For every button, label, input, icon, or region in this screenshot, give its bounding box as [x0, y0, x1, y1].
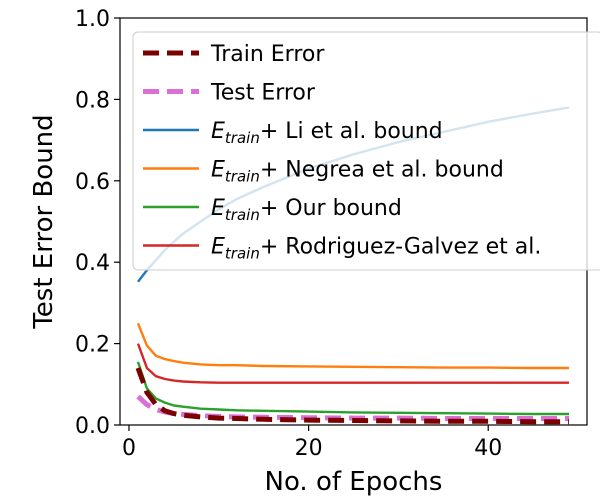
axis-ticks-group: 0 20 40 0.0 0.2 0.4 0.6 0.8 1.0 — [75, 7, 502, 461]
legend-label-test-error: Test Error — [210, 81, 316, 106]
y-tick-label: 0.8 — [75, 88, 110, 113]
legend-plus: + — [260, 158, 285, 183]
x-tick-label: 20 — [295, 436, 323, 461]
legend-name: Negrea et al. bound — [285, 158, 504, 183]
legend-math-e: E — [211, 158, 225, 183]
series-line-rodriguez-galvez-et-al — [136, 343, 569, 384]
legend-label-rodriguez-galvez-et-al: Etrain+ Rodriguez-Galvez et al. — [211, 235, 541, 263]
y-tick-label: 1.0 — [75, 7, 110, 32]
legend-plus: + — [260, 196, 285, 221]
series-line-train-error — [135, 367, 569, 425]
legend-label-our-bound: Etrain+ Our bound — [211, 196, 402, 224]
legend-name: Test Error — [210, 81, 316, 106]
x-axis-label: No. of Epochs — [265, 467, 443, 497]
legend-math-e: E — [211, 196, 225, 221]
y-axis-label: Test Error Bound — [29, 114, 59, 329]
legend-label-negrea-et-al-bound: Etrain+ Negrea et al. bound — [211, 158, 504, 186]
legend-plus: + — [260, 235, 285, 260]
y-tick-label: 0.2 — [75, 333, 110, 358]
legend-label-li-et-al-bound: Etrain+ Li et al. bound — [211, 119, 443, 147]
x-tick-label: 40 — [474, 436, 502, 461]
legend-label-train-error: Train Error — [210, 42, 325, 67]
y-tick-label: 0.6 — [75, 170, 110, 195]
legend-name: Train Error — [210, 42, 325, 67]
y-tick-label: 0.4 — [75, 251, 110, 276]
legend-math-subscript: train — [225, 168, 260, 186]
legend-name: Li et al. bound — [285, 119, 442, 144]
series-line-negrea-et-al-bound — [136, 322, 569, 370]
legend-name: Our bound — [285, 196, 402, 221]
series-line-test-error — [136, 394, 569, 421]
legend-plus: + — [260, 119, 285, 144]
legend-math-subscript: train — [225, 245, 260, 263]
legend-math-subscript: train — [225, 129, 260, 147]
legend-frame — [132, 31, 600, 271]
y-tick-label: 0.0 — [75, 414, 110, 439]
legend-math-e: E — [211, 119, 225, 144]
legend-math-e: E — [211, 235, 225, 260]
legend-name: Rodriguez-Galvez et al. — [285, 235, 541, 260]
x-tick-label: 0 — [122, 436, 136, 461]
legend-math-subscript: train — [225, 206, 260, 224]
series-line-our-bound — [136, 361, 569, 416]
